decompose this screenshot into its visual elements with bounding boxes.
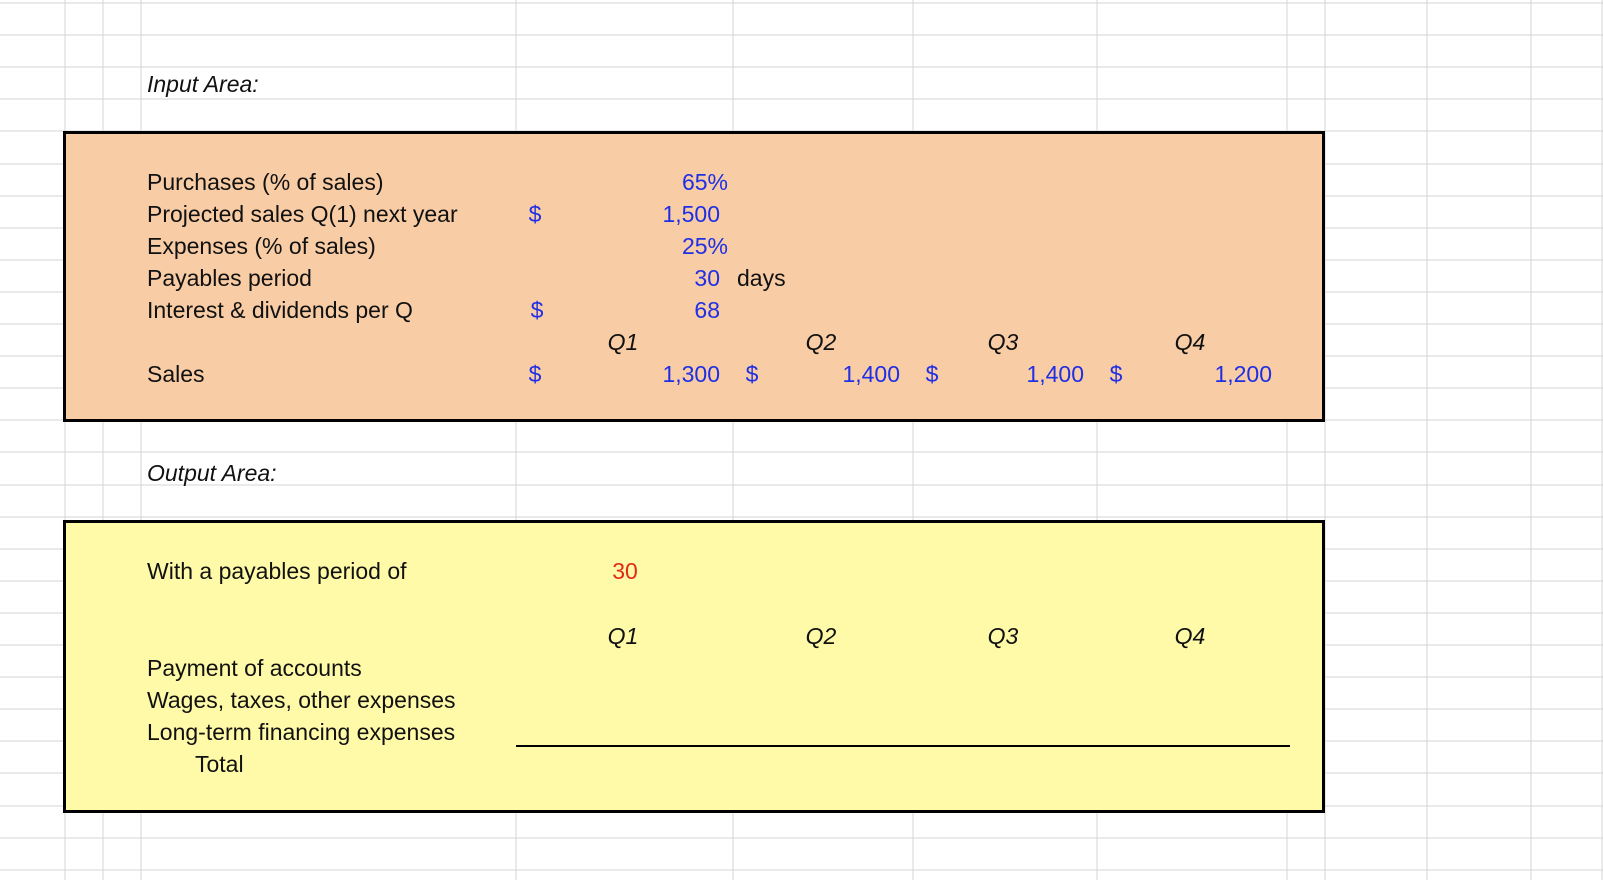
payables-period-value-cell[interactable]: 30 (694, 265, 720, 291)
sales-label: Sales (147, 361, 205, 387)
input-area-title: Input Area: (147, 71, 259, 97)
total-underline (516, 745, 1290, 747)
wages-taxes-label: Wages, taxes, other expenses (147, 687, 456, 713)
interest-dividends-label: Interest & dividends per Q (147, 297, 413, 323)
long-term-financing-label: Long-term financing expenses (147, 719, 456, 745)
expenses-label: Expenses (% of sales) (147, 233, 376, 259)
projected-sales-value-cell[interactable]: 1,500 (662, 201, 720, 227)
payables-period-output-value-cell[interactable]: 30 (612, 558, 638, 584)
payment-of-accounts-label: Payment of accounts (147, 655, 362, 681)
sales-q4-currency: $ (1109, 361, 1123, 387)
sales-q1-currency: $ (528, 361, 542, 387)
sales-q2-currency: $ (745, 361, 759, 387)
projected-sales-label: Projected sales Q(1) next year (147, 201, 458, 227)
input-area-panel (63, 131, 1325, 422)
purchases-value-cell[interactable]: 65% (681, 169, 728, 195)
output-area-title: Output Area: (147, 460, 277, 486)
purchases-label: Purchases (% of sales) (147, 169, 384, 195)
output-area-panel (63, 520, 1325, 813)
input-q1-header: Q1 (607, 329, 639, 355)
sales-q2-value-cell[interactable]: 1,400 (842, 361, 900, 387)
total-label: Total (195, 751, 244, 777)
input-q4-header: Q4 (1174, 329, 1206, 355)
projected-sales-currency: $ (528, 201, 542, 227)
output-q3-header: Q3 (987, 623, 1019, 649)
input-q2-header: Q2 (805, 329, 837, 355)
output-q4-header: Q4 (1174, 623, 1206, 649)
sales-q3-value-cell[interactable]: 1,400 (1026, 361, 1084, 387)
payables-period-unit: days (737, 265, 786, 291)
expenses-value-cell[interactable]: 25% (681, 233, 728, 259)
sales-q1-value-cell[interactable]: 1,300 (662, 361, 720, 387)
payables-period-label: Payables period (147, 265, 312, 291)
output-q2-header: Q2 (805, 623, 837, 649)
sales-q3-currency: $ (925, 361, 939, 387)
interest-dividends-value-cell[interactable]: 68 (694, 297, 720, 323)
input-q3-header: Q3 (987, 329, 1019, 355)
payables-period-output-label: With a payables period of (147, 558, 407, 584)
output-q1-header: Q1 (607, 623, 639, 649)
sales-q4-value-cell[interactable]: 1,200 (1214, 361, 1272, 387)
interest-dividends-currency: $ (530, 297, 544, 323)
